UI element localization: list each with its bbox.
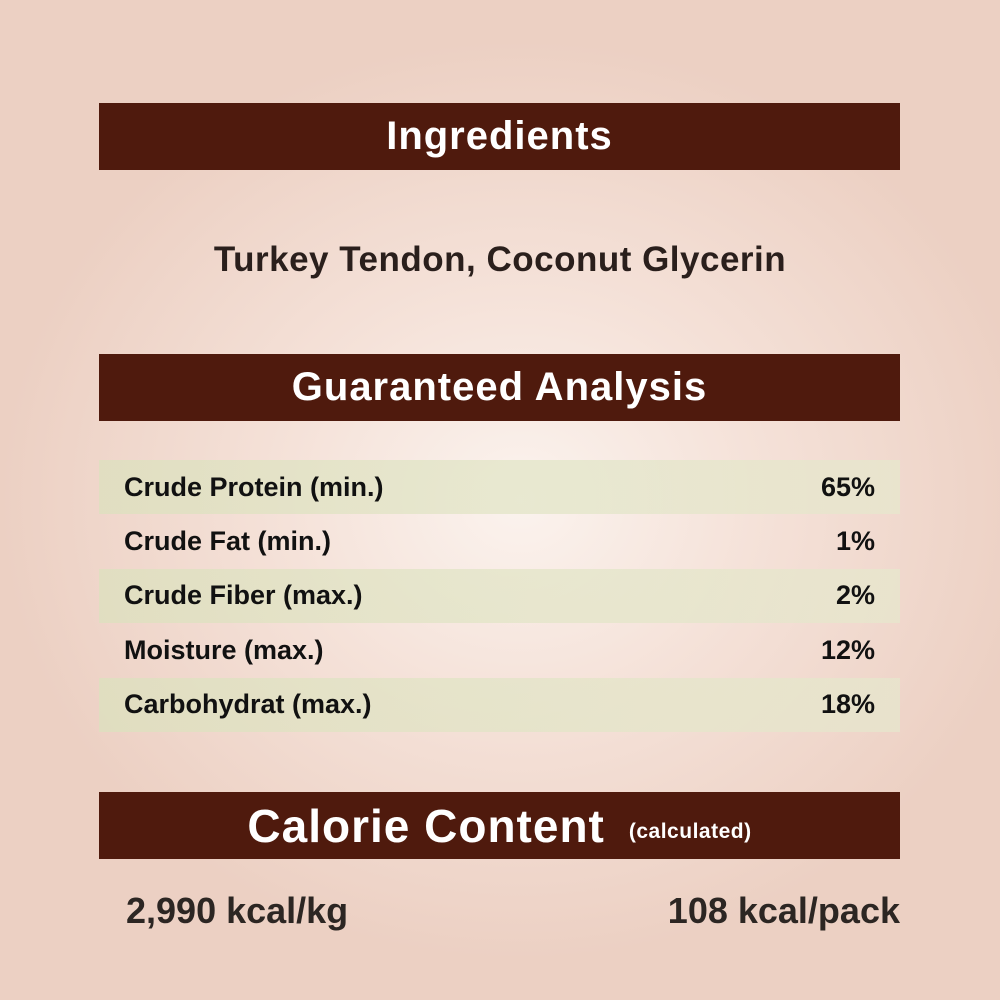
analysis-row: Crude Fat (min.) 1% xyxy=(99,514,900,568)
row-value: 65% xyxy=(820,471,875,502)
analysis-table: Crude Protein (min.) 65% Crude Fat (min.)… xyxy=(99,460,900,732)
analysis-heading-banner: Guaranteed Analysis xyxy=(99,354,900,421)
ingredients-text: Turkey Tendon, Coconut Glycerin xyxy=(213,240,787,279)
row-value: 12% xyxy=(820,634,875,665)
ingredients-heading-banner: Ingredients xyxy=(99,103,900,170)
row-value: 18% xyxy=(820,689,875,720)
analysis-row: Carbohydrat (max.) 18% xyxy=(99,677,900,732)
calorie-heading: Calorie Content xyxy=(247,799,605,852)
ingredients-heading: Ingredients xyxy=(386,114,613,158)
calorie-per-pack: 108 kcal/pack xyxy=(667,890,900,931)
analysis-heading: Guaranteed Analysis xyxy=(291,365,708,409)
row-label: Crude Protein (min.) xyxy=(124,471,384,502)
row-value: 2% xyxy=(835,580,875,611)
row-label: Crude Fat (min.) xyxy=(124,526,331,557)
calorie-per-kg: 2,990 kcal/kg xyxy=(126,890,349,931)
calorie-note: (calculated) xyxy=(628,819,752,843)
analysis-row: Crude Protein (min.) 65% xyxy=(99,460,900,515)
analysis-row: Crude Fiber (max.) 2% xyxy=(99,568,900,624)
row-label: Moisture (max.) xyxy=(124,634,324,665)
row-value: 1% xyxy=(835,526,875,557)
row-label: Carbohydrat (max.) xyxy=(124,689,372,720)
analysis-row: Moisture (max.) 12% xyxy=(99,623,900,677)
row-label: Crude Fiber (max.) xyxy=(124,580,363,611)
calorie-heading-banner: Calorie Content (calculated) xyxy=(99,792,900,859)
